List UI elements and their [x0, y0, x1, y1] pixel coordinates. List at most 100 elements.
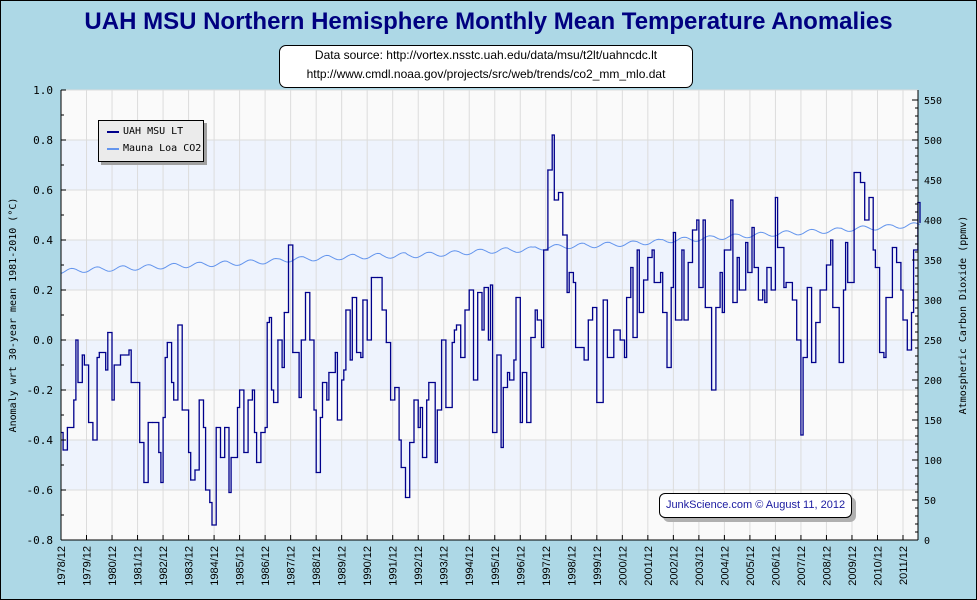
uah-data-point — [506, 371, 509, 374]
uah-data-point — [270, 389, 273, 391]
x-tick-label: 2002/12 — [668, 546, 680, 586]
uah-data-point — [477, 291, 479, 294]
uah-data-point — [177, 324, 179, 326]
uah-data-point — [62, 449, 64, 451]
uah-data-point — [421, 456, 424, 459]
uah-data-point — [381, 309, 383, 311]
uah-data-point — [366, 339, 368, 341]
legend-item-uah: UAH MSU LT — [107, 126, 183, 137]
uah-data-point — [119, 354, 122, 356]
uah-data-point — [404, 496, 407, 499]
uah-data-point — [764, 301, 766, 304]
uah-data-point — [715, 306, 717, 309]
uah-data-point — [328, 371, 330, 374]
x-tick-label: 1990/12 — [362, 546, 374, 586]
uah-data-point — [515, 296, 517, 299]
uah-data-point — [885, 296, 887, 299]
uah-data-point — [230, 456, 232, 459]
uah-data-point — [492, 431, 494, 434]
chart-title: UAH MSU Northern Hemisphere Monthly Mean… — [84, 8, 893, 35]
uah-data-point — [662, 311, 664, 314]
uah-data-point — [417, 426, 419, 429]
uah-data-point — [711, 389, 713, 391]
uah-data-point — [77, 381, 79, 384]
uah-data-point — [653, 281, 655, 284]
uah-data-point — [647, 256, 649, 259]
uah-data-point — [243, 451, 245, 454]
uah-data-point — [483, 286, 485, 289]
uah-data-point — [660, 271, 662, 274]
uah-data-point — [370, 276, 373, 279]
y2-tick-label: 400 — [924, 216, 942, 227]
uah-data-point — [553, 199, 555, 201]
y2-tick-label: 50 — [924, 496, 936, 507]
uah-data-point — [543, 249, 545, 251]
uah-data-point — [800, 434, 802, 436]
y-tick-label: -0.2 — [27, 384, 54, 397]
x-tick-label: 1993/12 — [439, 546, 451, 586]
legend: UAH MSU LT Mauna Loa CO2 — [98, 120, 204, 162]
uah-data-point — [292, 351, 294, 354]
uah-data-point — [300, 339, 302, 341]
uah-data-point — [66, 426, 68, 429]
y2-tick-label: 250 — [924, 336, 942, 347]
uah-data-point — [802, 356, 804, 359]
uah-data-point — [166, 341, 168, 344]
uah-data-point — [719, 271, 721, 274]
uah-data-point — [409, 441, 411, 444]
uah-data-point — [204, 489, 207, 491]
x-tick-label: 2001/12 — [643, 546, 655, 586]
uah-data-point — [283, 311, 285, 314]
uah-data-point — [638, 311, 640, 314]
uah-data-point — [832, 306, 834, 309]
uah-data-point — [236, 406, 239, 409]
uah-data-point — [394, 386, 396, 389]
uah-data-point — [910, 311, 913, 314]
uah-data-point — [906, 349, 908, 351]
uah-data-point — [81, 354, 83, 356]
uah-data-point — [696, 219, 698, 221]
uah-data-point — [879, 351, 881, 354]
uah-data-point — [313, 409, 315, 411]
uah-data-point — [260, 431, 262, 434]
uah-data-point — [239, 389, 241, 391]
uah-data-point — [147, 421, 149, 424]
x-tick-label: 1989/12 — [337, 546, 349, 586]
uah-data-point — [687, 261, 689, 264]
uah-data-point — [872, 249, 874, 251]
credit-box: JunkScience.com © August 11, 2012 — [659, 493, 852, 518]
y2-tick-label: 500 — [924, 136, 942, 147]
uah-data-point — [158, 451, 160, 454]
uah-data-point — [596, 401, 598, 404]
uah-data-point — [730, 199, 732, 201]
uah-data-point — [557, 191, 560, 194]
x-tick-label: 1987/12 — [286, 546, 298, 586]
uah-data-point — [398, 439, 400, 441]
uah-data-point — [513, 359, 515, 361]
legend-label-co2: Mauna Loa CO2 — [123, 143, 202, 154]
uah-data-point — [602, 299, 604, 301]
uah-data-point — [143, 481, 145, 484]
uah-data-point — [345, 309, 347, 311]
x-tick-label: 1982/12 — [158, 546, 170, 586]
uah-data-point — [636, 249, 638, 251]
uah-data-point — [377, 276, 379, 279]
uah-data-point — [666, 366, 668, 369]
x-tick-label: 1991/12 — [388, 546, 400, 586]
uah-data-point — [847, 281, 849, 284]
uah-data-point — [521, 371, 523, 374]
uah-data-point — [436, 409, 438, 411]
uah-data-point — [883, 356, 885, 359]
uah-data-point — [536, 319, 538, 321]
uah-data-point — [460, 356, 462, 359]
uah-data-point — [219, 456, 222, 459]
uah-data-point — [874, 266, 876, 269]
uah-data-point — [160, 481, 162, 484]
uah-data-point — [630, 266, 632, 269]
x-tick-label: 2006/12 — [770, 546, 782, 586]
x-tick-label: 1995/12 — [490, 546, 502, 586]
x-tick-label: 1983/12 — [184, 546, 196, 586]
y2-tick-label: 200 — [924, 376, 942, 387]
uah-data-point — [530, 336, 532, 339]
uah-data-point — [298, 396, 300, 399]
